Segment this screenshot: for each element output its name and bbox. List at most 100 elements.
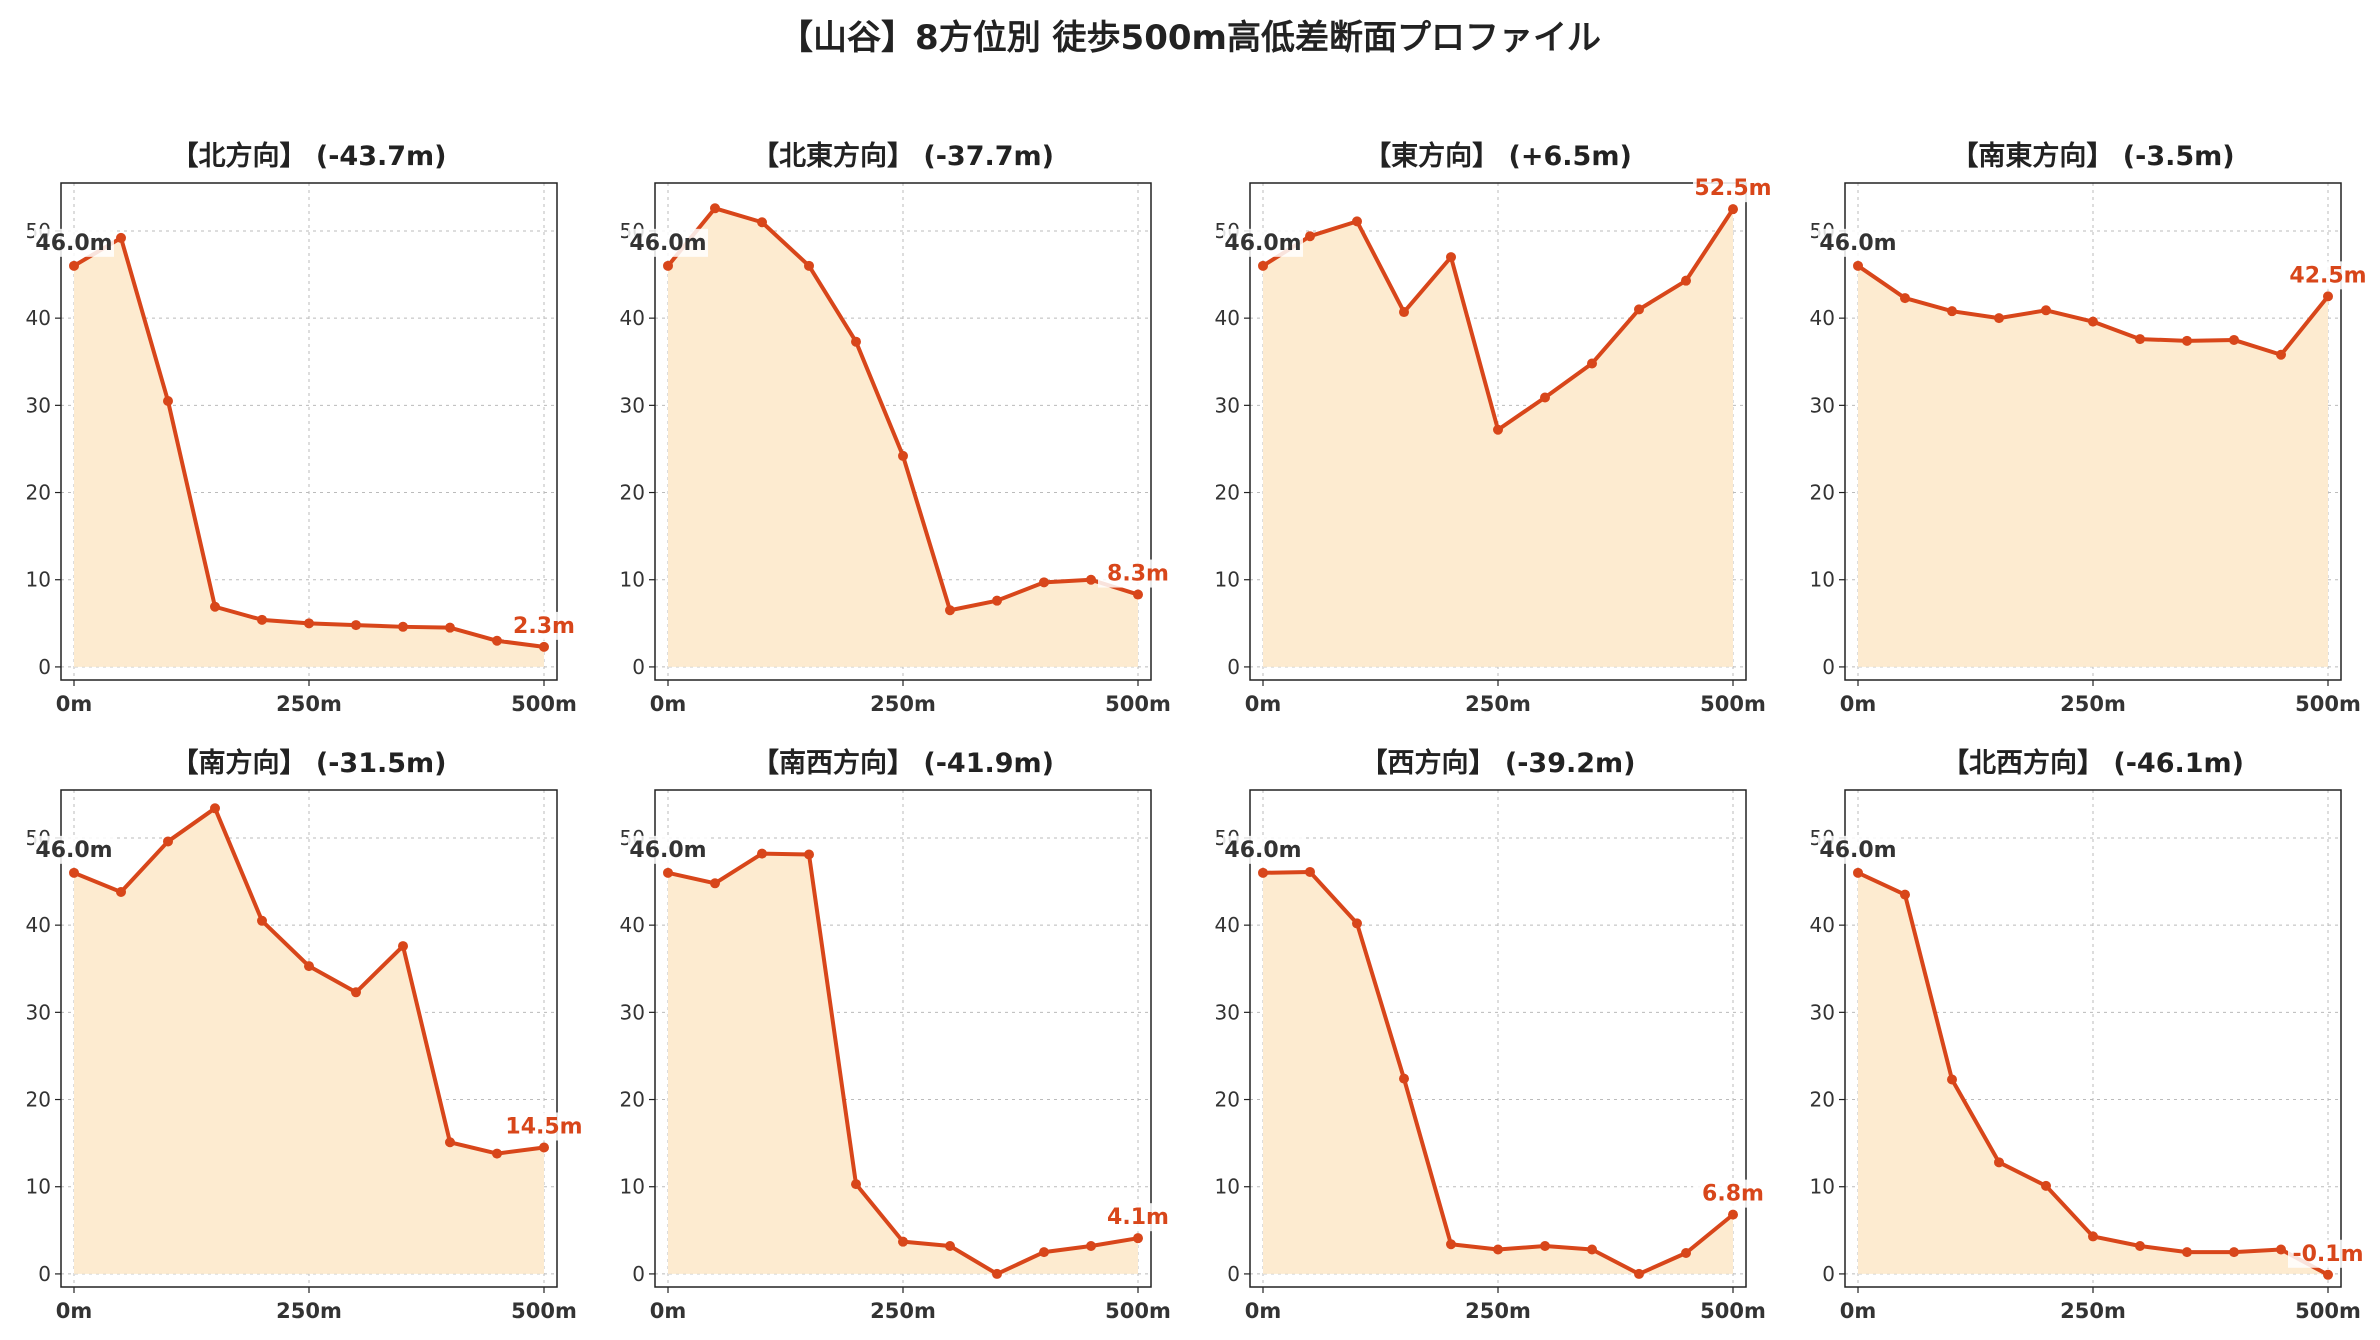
y-tick-label: 30: [1810, 1000, 1835, 1024]
data-point: [1540, 1241, 1550, 1252]
data-point: [2041, 305, 2051, 316]
data-point: [1086, 1241, 1096, 1252]
y-tick-label: 30: [26, 393, 51, 417]
data-point: [1947, 1074, 1957, 1085]
end-label-bg: [1098, 1203, 1178, 1232]
data-point: [710, 203, 720, 214]
data-point: [1258, 867, 1268, 878]
end-label-bg: [504, 611, 584, 640]
data-point: [2135, 334, 2145, 345]
start-label-bg: [1818, 835, 1898, 864]
data-point: [1086, 574, 1096, 585]
y-tick-label: 20: [620, 481, 645, 505]
y-tick-label: 20: [620, 1088, 645, 1112]
data-point: [492, 1148, 502, 1159]
data-point: [1493, 1244, 1503, 1255]
x-tick-label: 0m: [650, 692, 687, 716]
chart-panel-6: 【南西方向】 (-41.9m)010203040500m250m500m46.0…: [620, 747, 1178, 1323]
data-point: [1352, 216, 1362, 227]
chart-suptitle: 【山谷】8方位別 徒歩500m高低差断面プロファイル: [779, 18, 1601, 58]
end-label-bg: [504, 1112, 584, 1141]
data-point: [2276, 1244, 2286, 1255]
x-tick-label: 0m: [650, 1299, 687, 1323]
y-tick-label: 40: [620, 306, 645, 330]
x-tick-label: 500m: [1700, 1299, 1766, 1323]
data-point: [1900, 889, 1910, 900]
x-tick-label: 0m: [56, 692, 93, 716]
data-point: [1305, 866, 1315, 877]
data-point: [1587, 358, 1597, 369]
data-point: [1493, 424, 1503, 435]
data-point: [304, 618, 314, 629]
data-point: [2135, 1241, 2145, 1252]
panel-title: 【東方向】 (+6.5m): [1364, 140, 1632, 172]
start-label: 46.0m: [35, 231, 112, 256]
data-point: [1446, 252, 1456, 263]
start-label: 46.0m: [1819, 231, 1896, 256]
data-point: [2229, 1247, 2239, 1258]
y-tick-label: 40: [26, 306, 51, 330]
data-point: [1133, 1233, 1143, 1244]
data-point: [851, 336, 861, 347]
end-label-bg: [1098, 559, 1178, 588]
y-tick-label: 0: [1822, 655, 1835, 679]
area-fill: [1858, 872, 2328, 1275]
data-point: [492, 635, 502, 646]
data-point: [1399, 307, 1409, 318]
y-tick-label: 10: [1215, 1175, 1240, 1199]
y-tick-label: 10: [620, 1175, 645, 1199]
x-tick-label: 250m: [2060, 1299, 2126, 1323]
x-tick-label: 250m: [2060, 692, 2126, 716]
data-point: [257, 614, 267, 625]
y-tick-label: 40: [26, 913, 51, 937]
x-tick-label: 0m: [56, 1299, 93, 1323]
y-tick-label: 30: [1810, 393, 1835, 417]
data-point: [1258, 260, 1268, 271]
data-point: [210, 601, 220, 612]
x-tick-label: 250m: [870, 692, 936, 716]
data-point: [445, 622, 455, 633]
data-point: [945, 605, 955, 616]
x-tick-label: 0m: [1840, 1299, 1877, 1323]
data-point: [1947, 306, 1957, 317]
y-tick-label: 10: [1215, 568, 1240, 592]
data-point: [898, 450, 908, 461]
y-tick-label: 0: [38, 1262, 51, 1286]
y-tick-label: 30: [26, 1000, 51, 1024]
data-point: [804, 849, 814, 860]
y-tick-label: 0: [1227, 655, 1240, 679]
y-tick-label: 0: [1822, 1262, 1835, 1286]
y-tick-label: 10: [1810, 568, 1835, 592]
panel-title: 【南東方向】 (-3.5m): [1951, 140, 2234, 172]
panel-title: 【北方向】 (-43.7m): [171, 140, 446, 172]
y-tick-label: 10: [26, 1175, 51, 1199]
chart-panel-1: 【北方向】 (-43.7m)010203040500m250m500m46.0m…: [26, 140, 584, 716]
x-tick-label: 250m: [276, 692, 342, 716]
y-tick-label: 40: [1215, 913, 1240, 937]
start-label-bg: [1223, 228, 1303, 257]
data-point: [2182, 335, 2192, 346]
data-point: [539, 1142, 549, 1153]
y-tick-label: 10: [26, 568, 51, 592]
data-point: [2229, 334, 2239, 345]
data-point: [2041, 1180, 2051, 1191]
data-point: [304, 961, 314, 972]
chart-panel-2: 【北東方向】 (-37.7m)010203040500m250m500m46.0…: [620, 140, 1178, 716]
y-tick-label: 40: [1810, 913, 1835, 937]
data-point: [2088, 316, 2098, 327]
data-point: [351, 620, 361, 631]
data-point: [992, 595, 1002, 606]
data-point: [1399, 1073, 1409, 1084]
data-point: [2088, 1231, 2098, 1242]
end-label-bg: [1693, 1179, 1773, 1208]
data-point: [1039, 577, 1049, 588]
data-point: [1133, 589, 1143, 600]
data-point: [663, 260, 673, 271]
data-point: [1994, 313, 2004, 324]
y-tick-label: 0: [1227, 1262, 1240, 1286]
area-fill: [1858, 265, 2328, 667]
start-label: 46.0m: [1819, 838, 1896, 863]
end-label-bg: [1693, 174, 1773, 203]
start-label-bg: [628, 228, 708, 257]
